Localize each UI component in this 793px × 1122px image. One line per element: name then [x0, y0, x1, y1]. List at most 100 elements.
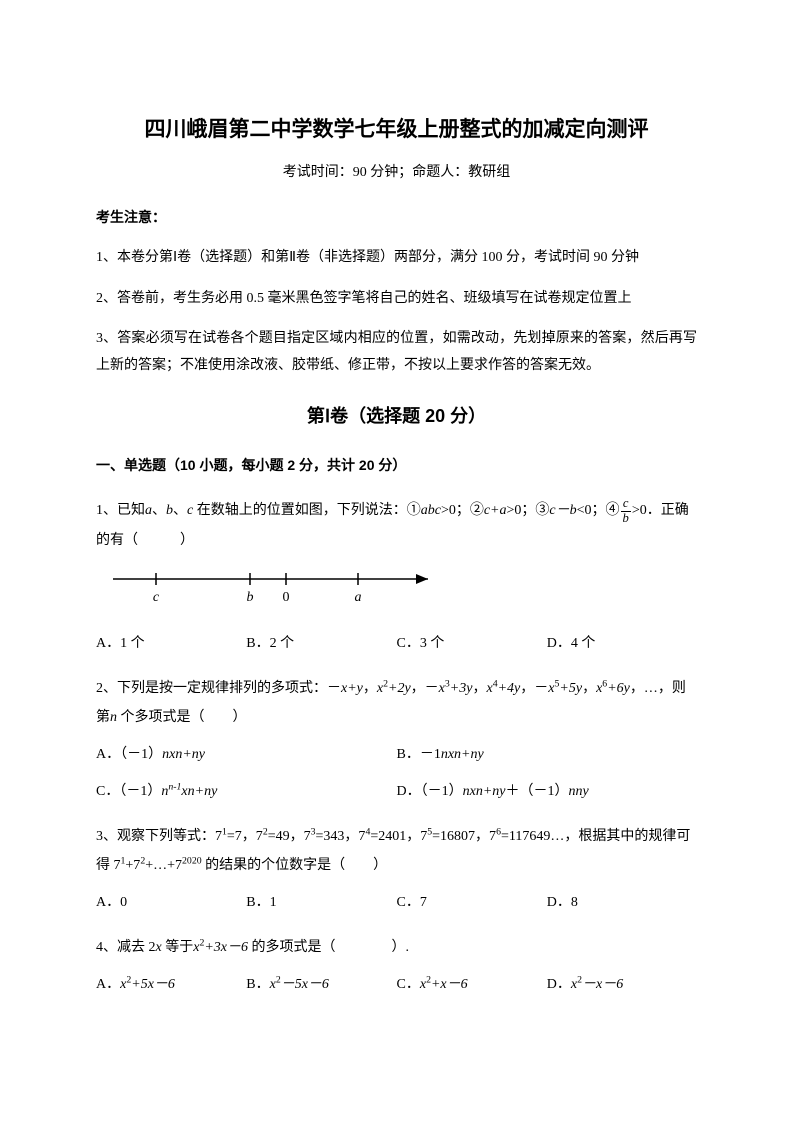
- q2-row1: A．（－1）nxn+ny B．－1nxn+ny: [96, 742, 697, 769]
- q1-text: 1、已知: [96, 503, 145, 518]
- subsection-1: 一、单选题（10 小题，每小题 2 分，共计 20 分）: [96, 452, 697, 479]
- q2a-pre: A．（－1）: [96, 747, 162, 762]
- q1-opt-b: B．2 个: [246, 631, 396, 658]
- q2c-pre: C．（－1）: [96, 784, 161, 799]
- q4-opt-b: B．x2－5x－6: [246, 972, 396, 999]
- q1-t6: <0；④: [577, 503, 620, 518]
- q3-pre: 3、观察下列等式：7: [96, 829, 222, 844]
- label-0: 0: [283, 590, 290, 605]
- var-b: b: [166, 503, 173, 518]
- q3-opt-d: D．8: [547, 890, 697, 917]
- q2d-pre: D．（－1）: [397, 784, 463, 799]
- section-1-title: 第Ⅰ卷（选择题 20 分）: [96, 399, 697, 433]
- q4-options: A．x2+5x－6 B．x2－5x－6 C．x2+x－6 D．x2－x－6: [96, 972, 697, 999]
- q4-opt-c: C．x2+x－6: [397, 972, 547, 999]
- q1-options: A．1 个 B．2 个 C．3 个 D．4 个: [96, 631, 697, 658]
- q2-opt-c: C．（－1）nn-1xn+ny: [96, 779, 397, 806]
- q2-s4: ，－: [520, 681, 548, 696]
- q4a-e: +5x－6: [131, 977, 175, 992]
- notice-3: 3、答案必须写在试卷各个题目指定区域内相应的位置，如需改动，先划掉原来的答案，然…: [96, 326, 697, 379]
- q2-s1: ，: [363, 681, 377, 696]
- arrow-icon: [416, 574, 428, 584]
- q2b-exp: nxn+ny: [441, 747, 484, 762]
- q3-e4: =2401，7: [370, 829, 427, 844]
- q2d-e1: nxn+ny: [463, 784, 506, 799]
- question-2: 2、下列是按一定规律排列的多项式：－x+y，x2+2y，－x3+3y，x4+4y…: [96, 674, 697, 733]
- number-line-figure: c b 0 a: [108, 565, 697, 613]
- numberline-svg: c b 0 a: [108, 565, 448, 613]
- q2-opt-b: B．－1nxn+ny: [397, 742, 698, 769]
- q2-s5: ，: [582, 681, 596, 696]
- q4d-l: D．: [547, 977, 571, 992]
- q4b-e: －5x－6: [281, 977, 329, 992]
- q2-6y: +6y: [607, 681, 630, 696]
- q3-e1: =7，7: [227, 829, 263, 844]
- q4c-e: +x－6: [431, 977, 468, 992]
- q2-xy: x+y: [341, 681, 363, 696]
- q4b-l: B．: [246, 977, 269, 992]
- q3-e5: =16807，7: [432, 829, 496, 844]
- q2-opt-a: A．（－1）nxn+ny: [96, 742, 397, 769]
- label-b: b: [247, 590, 254, 605]
- question-4: 4、减去 2x 等于x2+3x－6 的多项式是（ ）.: [96, 933, 697, 962]
- page-title: 四川峨眉第二中学数学七年级上册整式的加减定向测评: [96, 110, 697, 150]
- q4-tail: 的多项式是（ ）.: [248, 940, 409, 955]
- var-cb: c－b: [549, 503, 576, 518]
- q2-s2: ，－: [411, 681, 439, 696]
- q4a-l: A．: [96, 977, 120, 992]
- q3-e3: =343，7: [316, 829, 366, 844]
- notice-2: 2、答卷前，考生务必用 0.5 毫米黑色签字笔将自己的姓名、班级填写在试卷规定位…: [96, 286, 697, 313]
- q2-2y: +2y: [388, 681, 411, 696]
- q4-mid: 等于: [162, 940, 194, 955]
- q4-opt-a: A．x2+5x－6: [96, 972, 246, 999]
- q1-opt-a: A．1 个: [96, 631, 246, 658]
- q1-t5: >0；③: [507, 503, 550, 518]
- var-a: a: [145, 503, 152, 518]
- frac-den: b: [621, 512, 631, 526]
- q2-pre: 2、下列是按一定规律排列的多项式：－: [96, 681, 341, 696]
- q4-poly: +3x－6: [204, 940, 248, 955]
- q1-t3: 在数轴上的位置如图，下列说法：①: [193, 503, 421, 518]
- q2-s3: ，: [472, 681, 486, 696]
- q1-t4: >0；②: [441, 503, 484, 518]
- notice-label: 考生注意：: [96, 204, 697, 231]
- q4d-e: －x－6: [582, 977, 623, 992]
- q2-4y: +4y: [498, 681, 521, 696]
- var-abc: abc: [421, 503, 441, 518]
- q1-t2: 、: [173, 503, 187, 518]
- q1-t: 、: [152, 503, 166, 518]
- frac-num: c: [621, 497, 631, 512]
- q4-pre: 4、减去 2: [96, 940, 156, 955]
- q3-p1: +7: [125, 858, 140, 873]
- q4-opt-d: D．x2－x－6: [547, 972, 697, 999]
- q3-e2: =49，7: [268, 829, 311, 844]
- q2a-exp: nxn+ny: [162, 747, 205, 762]
- question-1: 1、已知a、b、c 在数轴上的位置如图，下列说法：①abc>0；②c+a>0；③…: [96, 496, 697, 555]
- q2d-e2: nny: [569, 784, 589, 799]
- q2-n: n: [110, 710, 117, 725]
- q1-opt-c: C．3 个: [397, 631, 547, 658]
- q3-tail: 的结果的个位数字是（ ）: [202, 858, 388, 873]
- subtitle: 考试时间：90 分钟；命题人：教研组: [96, 160, 697, 187]
- label-a: a: [355, 590, 362, 605]
- q2d-mid: ＋（－1）: [506, 784, 569, 799]
- label-c: c: [153, 590, 160, 605]
- fraction-c-over-b: cb: [621, 497, 631, 526]
- q2b-pre: B．－1: [397, 747, 441, 762]
- notice-1: 1、本卷分第Ⅰ卷（选择题）和第Ⅱ卷（非选择题）两部分，满分 100 分，考试时间…: [96, 245, 697, 272]
- q2-row2: C．（－1）nn-1xn+ny D．（－1）nxn+ny＋（－1）nny: [96, 779, 697, 806]
- question-3: 3、观察下列等式：71=7，72=49，73=343，74=2401，75=16…: [96, 822, 697, 881]
- q3-p2020: 2020: [182, 855, 202, 866]
- q3-options: A．0 B．1 C．7 D．8: [96, 890, 697, 917]
- q3-opt-a: A．0: [96, 890, 246, 917]
- q1-opt-d: D．4 个: [547, 631, 697, 658]
- q2c-sup: n-1: [168, 781, 181, 792]
- q2-5y: +5y: [559, 681, 582, 696]
- q4c-l: C．: [397, 977, 420, 992]
- q2c-exp: xn+ny: [181, 784, 217, 799]
- q3-opt-c: C．7: [397, 890, 547, 917]
- var-ca: c+a: [484, 503, 507, 518]
- q2-opt-d: D．（－1）nxn+ny＋（－1）nny: [397, 779, 698, 806]
- q3-opt-b: B．1: [246, 890, 396, 917]
- q2-3y: +3y: [450, 681, 473, 696]
